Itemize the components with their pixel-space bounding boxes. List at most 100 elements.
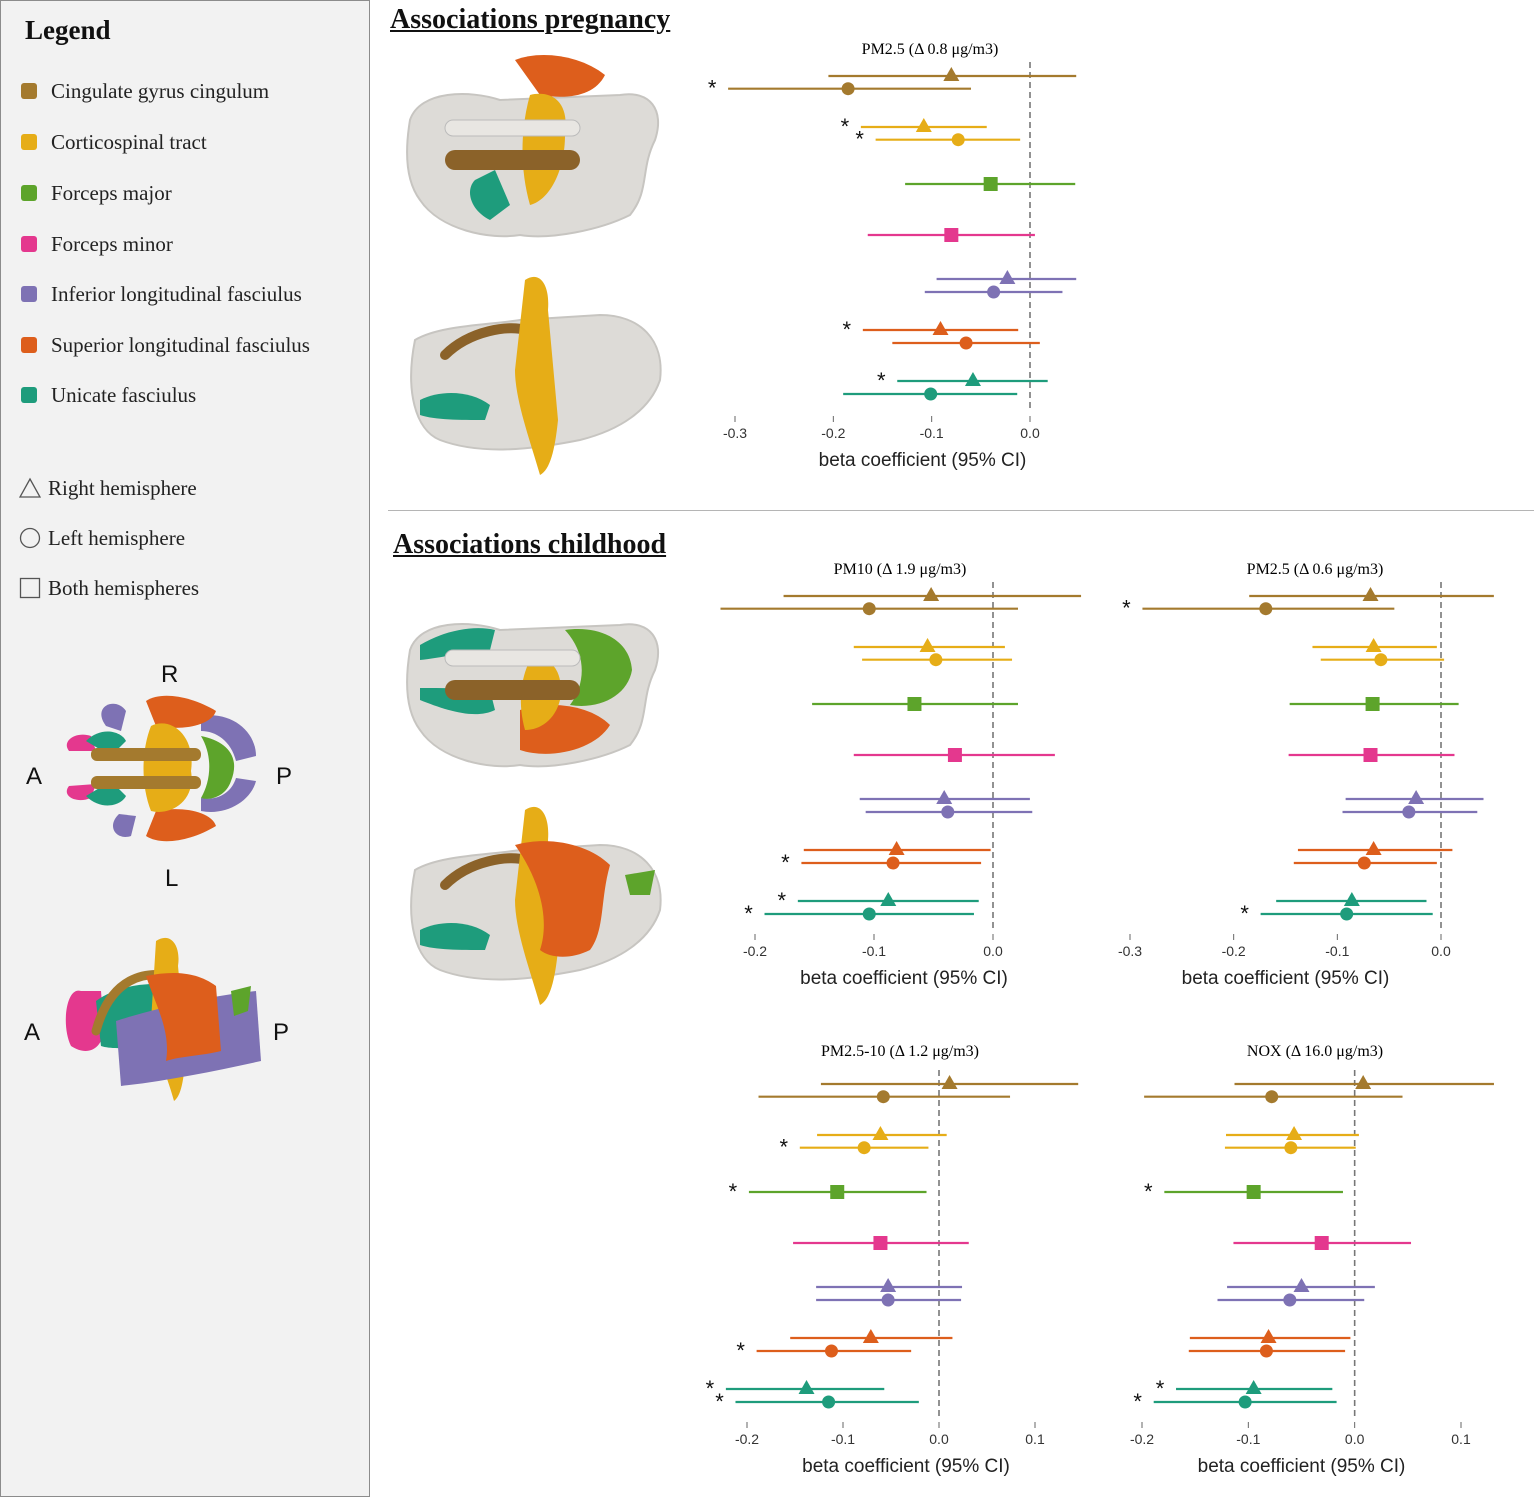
estimate-square	[1363, 748, 1378, 762]
estimate-circle	[1374, 653, 1388, 667]
chart-title: PM2.5 (Δ 0.6 μg/m3)	[1247, 561, 1384, 578]
chart-title-rest: (Δ 1.9 μg/m3)	[873, 561, 967, 578]
chart-title-subscript: 2.5	[1270, 561, 1290, 578]
legend-item-cingulum: Cingulate gyrus cingulum	[21, 79, 269, 103]
estimate-square	[907, 697, 922, 711]
significance-star: *	[1144, 1179, 1153, 1204]
legend-label: Unicate fasciulus	[51, 382, 197, 407]
significance-star: *	[781, 850, 790, 875]
legend-item-forceps-minor: Forceps minor	[21, 232, 173, 256]
legend-panel: Legend Cingulate gyrus cingulum Corticos…	[0, 0, 370, 1497]
section-divider	[388, 510, 1534, 511]
x-tick-label: -0.2	[1222, 943, 1246, 959]
chart-title: NOX (Δ 16.0 μg/m3)	[1247, 1043, 1383, 1060]
estimate-triangle	[888, 841, 905, 855]
chart-title-subscript: 2.5	[885, 41, 905, 58]
chart-title-rest: (Δ 0.6 μg/m3)	[1290, 561, 1384, 578]
orientation-label-anterior: A	[26, 763, 43, 790]
legend-label: Right hemisphere	[48, 475, 197, 500]
estimate-square	[947, 748, 962, 762]
significance-star: *	[877, 368, 886, 393]
significance-star: *	[715, 1389, 724, 1414]
legend-label: Superior longitudinal fasciulus	[51, 332, 310, 357]
estimate-circle	[1340, 907, 1354, 921]
chart-title: PM2.5-10 (Δ 1.2 μg/m3)	[821, 1043, 979, 1060]
tract-render-childhood-lateral	[410, 806, 662, 1005]
chart-title-subscript: X	[1270, 1043, 1282, 1060]
x-axis-label: beta coefficient (95% CI)	[1198, 1456, 1406, 1477]
orientation-label-anterior-lateral: A	[24, 1019, 41, 1046]
significance-star: *	[778, 888, 787, 913]
square-icon	[19, 577, 41, 599]
chart-title: PM2.5 (Δ 0.8 μg/m3)	[862, 41, 999, 58]
estimate-circle	[862, 907, 876, 921]
estimate-square	[1246, 1185, 1261, 1199]
estimate-triangle	[872, 1126, 889, 1140]
x-tick-label: -0.1	[920, 425, 944, 441]
corticospinal-swatch	[21, 134, 37, 150]
chart-title: PM10 (Δ 1.9 μg/m3)	[834, 561, 967, 578]
superior-longitudinal-swatch	[21, 337, 37, 353]
estimate-triangle	[943, 67, 960, 81]
estimate-triangle	[1245, 1380, 1262, 1394]
legend-right-hemisphere: Right hemisphere	[19, 475, 197, 501]
estimate-triangle	[919, 638, 936, 652]
x-tick-label: 0.0	[983, 943, 1003, 959]
x-axis-label: beta coefficient (95% CI)	[802, 1456, 1010, 1477]
estimate-circle	[924, 387, 938, 401]
forest-plot-childhood-pm10: PM10 (Δ 1.9 μg/m3) -0.2 -0.1 0.0 beta coeffi…	[720, 561, 1082, 989]
estimate-triangle	[964, 372, 981, 386]
estimate-circle	[1259, 602, 1273, 616]
x-tick-label: -0.3	[1118, 943, 1142, 959]
legend-label: Left hemisphere	[48, 525, 186, 550]
significance-star: *	[855, 127, 864, 152]
estimate-circle	[1357, 856, 1371, 870]
orientation-label-posterior: P	[276, 763, 293, 790]
circle-icon	[19, 527, 41, 549]
brain-top-view-diagram	[66, 695, 256, 842]
forceps-major-swatch	[21, 185, 37, 201]
heading-pregnancy: Associations pregnancy	[390, 4, 671, 35]
legend-item-inferior-longitudinal: Inferior longitudinal fasciulus	[21, 282, 302, 306]
significance-star: *	[1122, 596, 1131, 621]
x-tick-label: -0.1	[862, 943, 886, 959]
x-tick-label: -0.3	[723, 425, 747, 441]
estimate-triangle	[1365, 841, 1382, 855]
estimate-square	[1314, 1236, 1329, 1250]
legend-label: Inferior longitudinal fasciulus	[51, 281, 302, 306]
triangle-icon	[19, 477, 41, 498]
legend-both-hemispheres: Both hemispheres	[19, 575, 199, 601]
chart-title-subscript: 10	[857, 561, 873, 578]
estimate-triangle	[1355, 1075, 1372, 1089]
significance-star: *	[1133, 1389, 1142, 1414]
significance-star: *	[1240, 901, 1249, 926]
x-tick-label: -0.1	[1236, 1431, 1260, 1447]
x-tick-label: 0.0	[1020, 425, 1040, 441]
estimate-circle	[1265, 1090, 1279, 1104]
tract-render-pregnancy-lateral	[410, 276, 662, 475]
estimate-circle	[929, 653, 943, 667]
orientation-label-left: L	[165, 865, 179, 892]
cingulum-swatch	[21, 83, 37, 99]
significance-star: *	[744, 901, 753, 926]
legend-item-superior-longitudinal: Superior longitudinal fasciulus	[21, 333, 310, 357]
significance-star: *	[780, 1135, 789, 1160]
x-tick-label: 0.1	[1025, 1431, 1045, 1447]
legend-title: Legend	[25, 15, 111, 45]
estimate-circle	[1238, 1395, 1252, 1409]
chart-title-main: PM	[1247, 561, 1270, 578]
tract-render-childhood-top	[406, 623, 660, 768]
significance-star: *	[736, 1338, 745, 1363]
estimate-triangle	[915, 118, 932, 132]
legend-label: Forceps minor	[51, 231, 173, 256]
estimate-triangle	[941, 1075, 958, 1089]
legend-item-corticospinal: Corticospinal tract	[21, 130, 207, 154]
x-tick-label: 0.0	[1345, 1431, 1365, 1447]
forest-plot-childhood-pm25: PM2.5 (Δ 0.6 μg/m3) -0.3 -0.2 -0.1 0.0 beta c…	[1118, 561, 1494, 989]
estimate-triangle	[1286, 1126, 1303, 1140]
estimate-triangle	[1343, 892, 1360, 906]
x-tick-label: 0.0	[1431, 943, 1451, 959]
forest-plot-childhood-nox: NOX (Δ 16.0 μg/m3) -0.2 -0.1 0.0 0.1 beta coe…	[1130, 1043, 1494, 1477]
x-tick-label: -0.2	[743, 943, 767, 959]
forest-plot-pregnancy-pm25: PM2.5 (Δ 0.8 μg/m3) -0.3 -0.2 -0.1 0.0 beta c…	[708, 41, 1077, 471]
